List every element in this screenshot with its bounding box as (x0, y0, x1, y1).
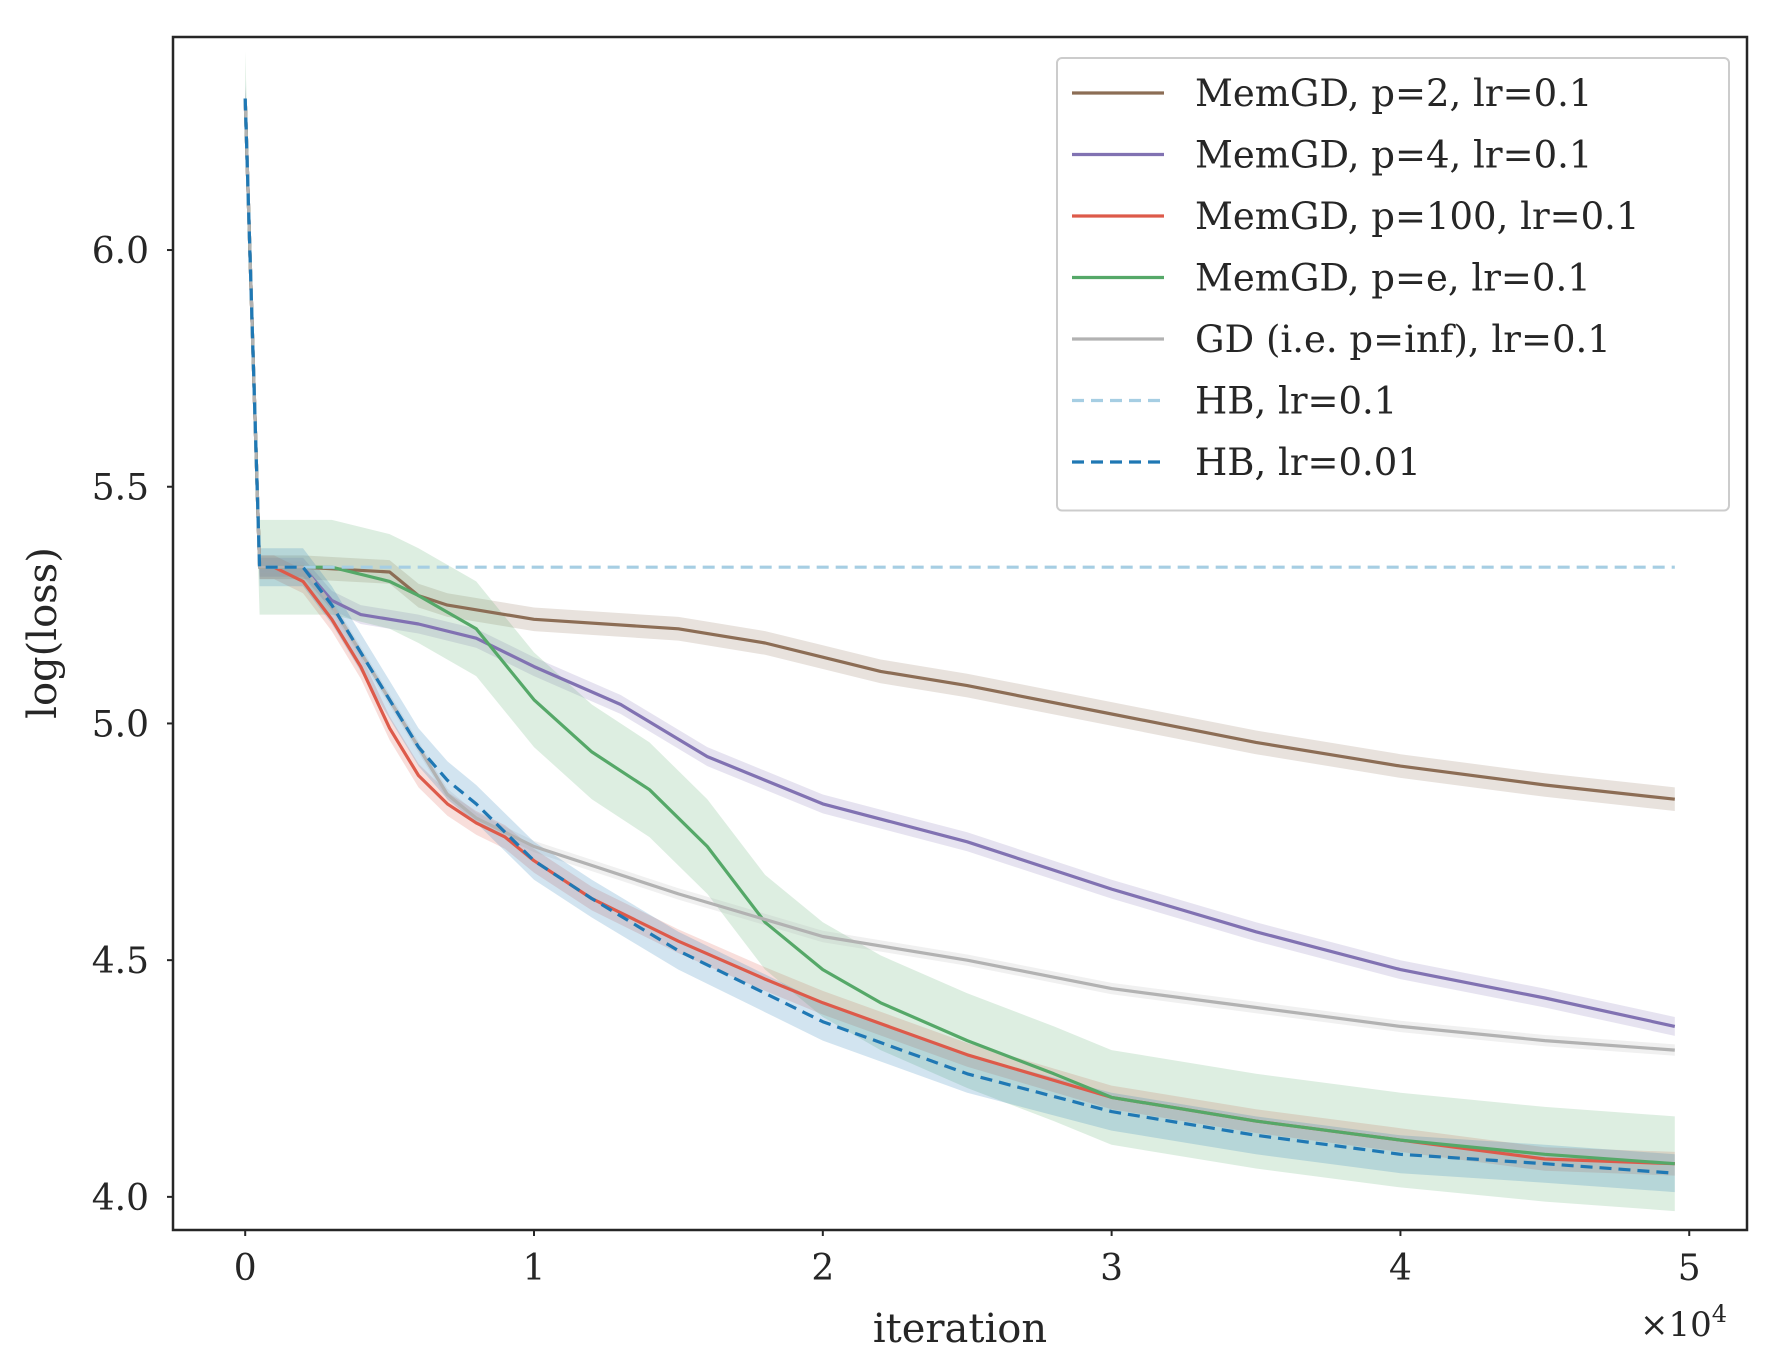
y-axis-label: log(loss) (20, 547, 66, 719)
x-tick-label: 4 (1389, 1248, 1412, 1289)
legend-label-memgd-p-4-lr-0-1: MemGD, p=4, lr=0.1 (1195, 134, 1592, 177)
x-axis-label: iteration (873, 1306, 1047, 1352)
x-tick-label: 2 (811, 1248, 834, 1289)
series-line-memgd-p-4-lr-0-1 (243, 98, 1676, 1028)
series-line-memgd-p-e-lr-0-1 (243, 98, 1675, 1166)
x-tick-label: 5 (1678, 1248, 1701, 1289)
legend-label-memgd-p-e-lr-0-1: MemGD, p=e, lr=0.1 (1195, 257, 1591, 300)
y-tick-label: 4.0 (92, 1178, 149, 1219)
plot-frame (171, 35, 1749, 1232)
y-tick-label: 6.0 (92, 231, 149, 272)
x-axis-ticks: 0 1 2 3 4 5 (234, 1230, 1701, 1289)
legend-label-memgd-p-100-lr-0-1: MemGD, p=100, lr=0.1 (1195, 195, 1640, 238)
series-line-hb-lr-0-01 (243, 98, 1675, 1175)
y-tick-label: 5.0 (92, 704, 149, 745)
x-multiplier-base: ×10 (1640, 1305, 1712, 1345)
legend-label-hb-lr-0-01: HB, lr=0.01 (1195, 441, 1421, 484)
legend-label-hb-lr-0-1: HB, lr=0.1 (1195, 380, 1397, 423)
series-lines (243, 98, 1676, 1175)
legend-label-memgd-p-2-lr-0-1: MemGD, p=2, lr=0.1 (1195, 72, 1592, 115)
x-axis-multiplier: ×104 (1640, 1300, 1727, 1345)
y-tick-label: 5.5 (92, 468, 149, 509)
band-memgd-p-4-lr-0-1 (245, 89, 1675, 1036)
series-line-memgd-p-2-lr-0-1 (243, 98, 1675, 801)
band-memgd-p-2-lr-0-1 (245, 86, 1675, 811)
legend: MemGD, p=2, lr=0.1 MemGD, p=4, lr=0.1 MemG… (1056, 57, 1730, 512)
legend-box (1056, 57, 1730, 512)
legend-label-gd-i-e-p-inf-lr-0-1: GD (i.e. p=inf), lr=0.1 (1195, 318, 1611, 361)
y-axis-ticks: 4.0 4.5 5.0 5.5 6.0 (92, 231, 173, 1219)
x-multiplier-exponent: 4 (1712, 1300, 1727, 1328)
x-tick-label: 0 (234, 1248, 257, 1289)
band-hb-lr-0-01 (245, 79, 1675, 1193)
x-tick-label: 3 (1100, 1248, 1123, 1289)
x-tick-label: 1 (523, 1248, 546, 1289)
y-tick-label: 4.5 (92, 941, 149, 982)
